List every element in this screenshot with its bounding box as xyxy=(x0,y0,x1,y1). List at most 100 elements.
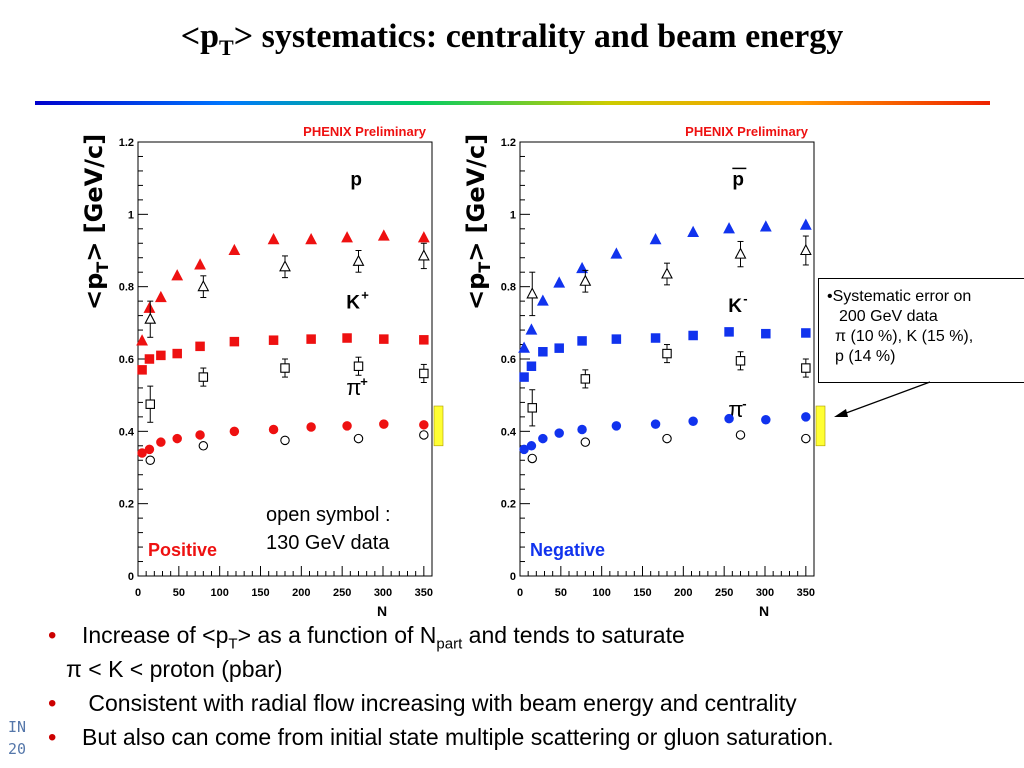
y-tick-label: 0.6 xyxy=(119,354,134,366)
data-point-square xyxy=(137,365,147,375)
systematic-error-band xyxy=(433,405,444,447)
data-point-circle xyxy=(761,415,771,425)
x-tick-label: 150 xyxy=(251,587,269,599)
species-label: K xyxy=(346,292,360,313)
data-point-circle xyxy=(280,435,290,446)
species-label-charge: - xyxy=(743,291,747,306)
data-point-triangle xyxy=(518,341,530,353)
data-point-triangle xyxy=(352,254,365,266)
data-point-triangle xyxy=(171,269,184,281)
data-point-square xyxy=(650,333,661,343)
y-tick-label: 1.2 xyxy=(119,137,134,149)
data-point-square xyxy=(268,335,279,345)
x-tick-label: 350 xyxy=(797,587,815,599)
data-point-square xyxy=(761,328,771,339)
data-point-square xyxy=(527,403,537,413)
x-axis-label: N xyxy=(377,603,387,618)
data-point-circle xyxy=(419,420,429,430)
data-point-triangle xyxy=(194,258,206,270)
x-tick-label: 200 xyxy=(674,587,692,599)
data-point-square xyxy=(229,336,240,347)
data-point-square xyxy=(519,372,529,382)
data-point-square xyxy=(688,330,698,341)
y-tick-label: 0 xyxy=(510,571,516,583)
y-tick-label: 0.8 xyxy=(501,282,516,294)
data-point-triangle xyxy=(143,301,156,313)
y-axis-label-left: <pT> [GeV/c] xyxy=(80,133,112,310)
y-tick-label: 0.4 xyxy=(501,426,517,438)
data-point-circle xyxy=(144,444,155,455)
data-point-square xyxy=(735,356,746,366)
data-point-triangle xyxy=(799,218,812,230)
species-label-charge: + xyxy=(360,374,368,389)
data-point-circle xyxy=(538,433,548,444)
title-divider xyxy=(35,101,990,105)
bullet-dot: • xyxy=(48,622,57,649)
data-point-circle xyxy=(577,424,587,435)
data-point-triangle xyxy=(579,274,592,286)
data-point-circle xyxy=(342,421,352,431)
x-tick-label: 200 xyxy=(292,587,310,599)
note-line: p (14 %) xyxy=(835,348,896,365)
data-point-square xyxy=(145,399,155,409)
panel-label: Positive xyxy=(148,540,217,560)
data-point-triangle xyxy=(154,290,167,303)
data-point-circle xyxy=(519,444,529,455)
x-tick-label: 350 xyxy=(415,587,433,599)
y-tick-label: 0.2 xyxy=(119,499,134,511)
data-point-circle xyxy=(527,453,537,464)
data-point-triangle xyxy=(341,231,353,243)
note-line: π (10 %), K (15 %), xyxy=(835,328,974,345)
data-point-square xyxy=(379,334,389,344)
data-point-triangle xyxy=(553,276,566,288)
data-point-square xyxy=(577,336,587,346)
species-label: K xyxy=(728,296,742,317)
data-point-square xyxy=(156,350,166,361)
data-point-circle xyxy=(156,437,166,447)
data-point-square xyxy=(801,328,811,338)
species-label: p xyxy=(732,169,744,190)
data-point-square xyxy=(306,334,316,344)
data-point-triangle xyxy=(536,294,549,306)
data-point-circle xyxy=(137,448,147,458)
y-tick-label: 0.8 xyxy=(119,282,134,294)
data-point-circle xyxy=(724,413,734,424)
bullet-item: • But also can come from initial state mu… xyxy=(48,724,834,751)
x-tick-label: 250 xyxy=(715,587,733,599)
slide-title: <pT> systematics: centrality and beam en… xyxy=(180,18,844,60)
data-point-triangle xyxy=(649,232,662,245)
y-tick-label: 1 xyxy=(128,209,134,221)
systematic-error-note: •Systematic error on 200 GeV data π (10 … xyxy=(818,278,1024,383)
open-symbol-label: open symbol : 130 GeV data xyxy=(262,501,397,557)
data-point-square xyxy=(801,363,811,373)
bullet-dot: • xyxy=(48,724,57,751)
note-line: •Systematic error on xyxy=(827,288,972,305)
data-point-triangle xyxy=(279,260,291,272)
data-point-circle xyxy=(353,433,364,444)
data-point-triangle xyxy=(197,279,210,292)
data-point-triangle xyxy=(267,232,280,245)
data-point-circle xyxy=(195,430,205,440)
data-point-triangle xyxy=(305,232,318,245)
bullet-item: • Consistent with radial flow increasing… xyxy=(48,690,797,717)
data-point-triangle xyxy=(144,312,157,324)
data-point-circle xyxy=(650,419,661,429)
x-tick-label: 100 xyxy=(210,587,228,599)
data-point-square xyxy=(580,374,591,384)
y-tick-label: 1 xyxy=(510,209,516,221)
data-point-triangle xyxy=(799,243,812,256)
data-point-circle xyxy=(145,455,155,466)
data-point-square xyxy=(280,363,290,373)
y-tick-label: 0.6 xyxy=(501,354,516,366)
data-point-square xyxy=(662,348,672,359)
bullet-item: • Increase of <pT> as a function of Npart… xyxy=(48,622,685,653)
data-point-square xyxy=(198,372,209,382)
data-point-square xyxy=(144,354,155,364)
data-point-square xyxy=(724,327,734,337)
data-point-circle xyxy=(526,441,537,451)
data-point-triangle xyxy=(228,243,241,256)
panel-label: Negative xyxy=(530,540,605,560)
x-axis-label: N xyxy=(759,603,769,618)
x-tick-label: 0 xyxy=(517,587,523,599)
x-tick-label: 50 xyxy=(555,587,567,599)
